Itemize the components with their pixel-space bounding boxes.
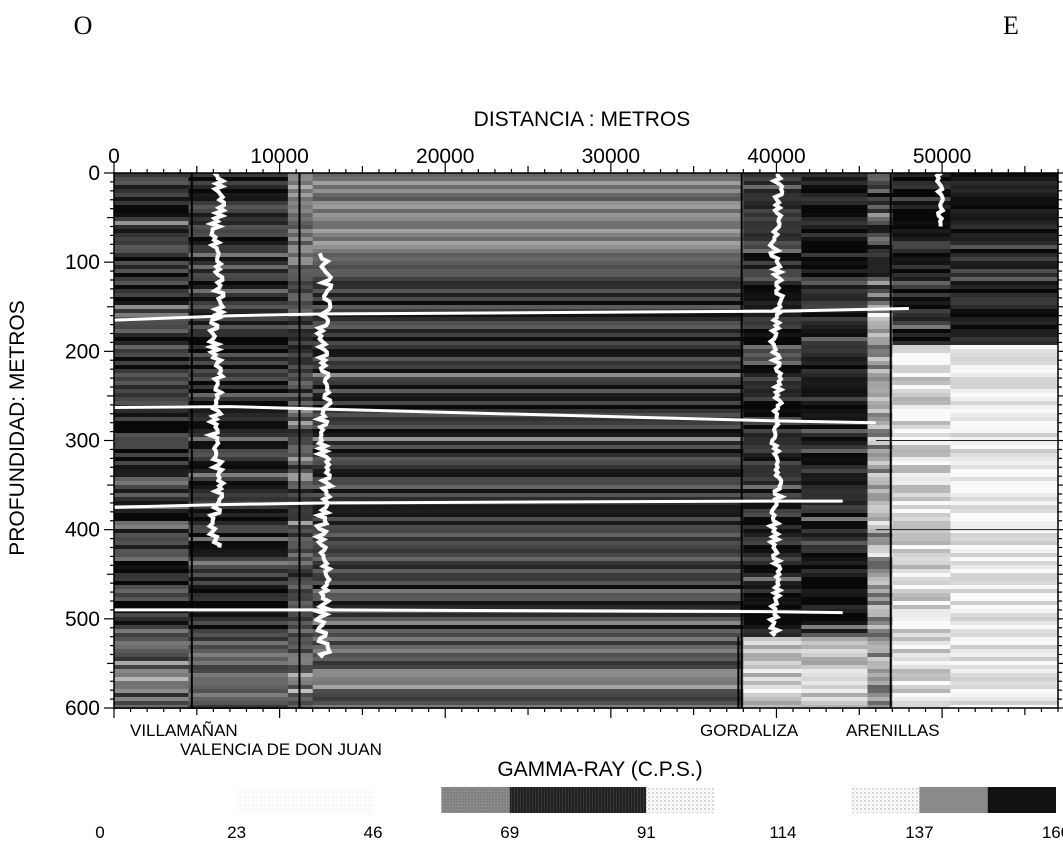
legend-swatch — [509, 787, 647, 813]
x-tick-label: 20000 — [416, 145, 474, 168]
gamma-ray-log-curves — [203, 171, 946, 659]
x-tick-label: 0 — [108, 145, 120, 168]
y-tick-label: 500 — [65, 608, 100, 631]
correlation-horizons — [113, 307, 1058, 615]
legend-swatch — [373, 787, 442, 813]
gamma-ray-legend: 0 23 46 69 91 114 137 160 — [95, 787, 1063, 842]
legend-title: GAMMA-RAY (C.P.S.) — [497, 758, 702, 781]
legend-swatch — [987, 787, 1056, 813]
legend-tick-label: 114 — [769, 823, 796, 842]
well-label: VILLAMAÑAN — [130, 721, 238, 740]
well-label: GORDALIZA — [700, 721, 799, 740]
east-label: E — [1003, 11, 1019, 40]
legend-tick-label: 137 — [905, 823, 933, 842]
y-tick-label: 100 — [65, 251, 100, 274]
legend-swatch — [441, 787, 510, 813]
y-tick-label: 300 — [65, 430, 100, 453]
legend-tick-label: 91 — [637, 823, 656, 842]
legend-swatch — [851, 787, 920, 813]
legend-tick-label: 23 — [227, 823, 246, 842]
x-tick-label: 30000 — [582, 145, 640, 168]
legend-tick-label: 0 — [95, 823, 104, 842]
legend-swatch — [236, 787, 374, 813]
y-axis-title: PROFUNDIDAD: METROS — [6, 300, 29, 556]
well-label: ARENILLAS — [846, 721, 940, 740]
y-tick-label: 200 — [65, 340, 100, 363]
y-tick-label: 0 — [88, 162, 100, 185]
y-tick-label: 400 — [65, 519, 100, 542]
x-axis-ticks: 0 10000 20000 30000 40000 50000 — [108, 145, 1059, 718]
y-tick-label: 600 — [65, 697, 100, 720]
gamma-ray-section — [114, 173, 1059, 709]
west-label: O — [74, 11, 93, 40]
x-tick-label: 40000 — [747, 145, 805, 168]
x-tick-label: 10000 — [250, 145, 308, 168]
legend-tick-label: 69 — [500, 823, 519, 842]
legend-swatch — [919, 787, 988, 813]
y-axis-ticks: 0 100 200 300 400 500 600 — [65, 162, 1063, 720]
well-label: VALENCIA DE DON JUAN — [180, 740, 382, 759]
legend-tick-label: 160 — [1042, 823, 1063, 842]
x-tick-label: 50000 — [913, 145, 971, 168]
x-axis-title: DISTANCIA : METROS — [474, 108, 691, 131]
legend-swatch — [646, 787, 715, 813]
legend-tick-label: 46 — [364, 823, 383, 842]
